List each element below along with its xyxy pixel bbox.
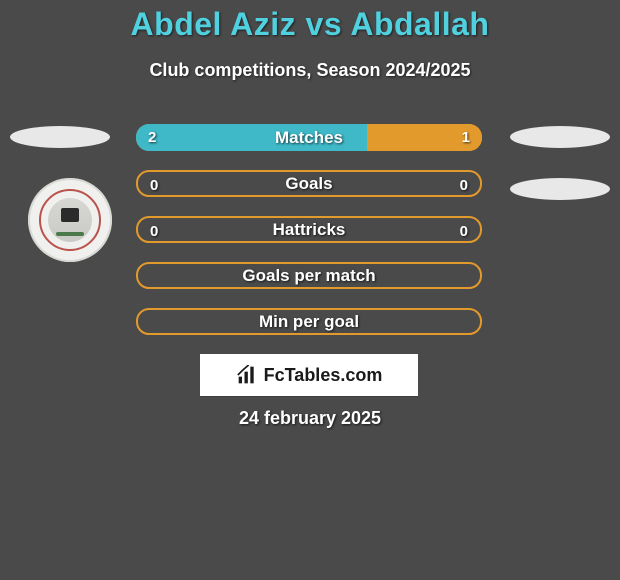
club-badge-left: [28, 178, 112, 262]
stat-bar-label: Hattricks: [273, 220, 346, 240]
page-subtitle: Club competitions, Season 2024/2025: [0, 60, 620, 81]
comparison-infographic: Abdel Aziz vs Abdallah Club competitions…: [0, 0, 620, 580]
stat-bars: 2 1 Matches 0 0 Goals 0 0 Hattricks Goals per mat…: [136, 124, 482, 354]
stat-bar-row: Min per goal: [136, 308, 482, 335]
page-title: Abdel Aziz vs Abdallah: [0, 6, 620, 43]
stat-value-left: 0: [150, 172, 158, 197]
player-left-avatar-placeholder: [10, 126, 110, 148]
stat-bar-row: 2 1 Matches: [136, 124, 482, 151]
stat-bar-label: Matches: [275, 128, 343, 148]
stat-bar-row: 0 0 Goals: [136, 170, 482, 197]
stat-bar-row: 0 0 Hattricks: [136, 216, 482, 243]
stat-bar-label: Goals per match: [242, 266, 375, 286]
stat-value-right: 1: [462, 124, 470, 151]
stat-value-right: 0: [460, 218, 468, 243]
stat-bar-label: Min per goal: [259, 312, 359, 332]
player-right-avatar-placeholder-2: [510, 178, 610, 200]
club-badge-inner: [48, 198, 92, 242]
player-right-avatar-placeholder-1: [510, 126, 610, 148]
stat-bar-row: Goals per match: [136, 262, 482, 289]
stat-bar-label: Goals: [285, 174, 332, 194]
club-badge-ring: [39, 189, 101, 251]
bar-chart-icon: [236, 365, 258, 385]
stat-value-left: 0: [150, 218, 158, 243]
logo-text: FcTables.com: [264, 365, 383, 386]
stat-value-right: 0: [460, 172, 468, 197]
fctables-logo: FcTables.com: [200, 354, 418, 396]
date-text: 24 february 2025: [0, 408, 620, 429]
stat-value-left: 2: [148, 124, 156, 151]
